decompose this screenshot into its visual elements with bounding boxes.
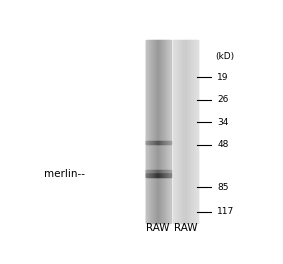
Text: 26: 26: [217, 95, 229, 104]
Text: (kD): (kD): [215, 51, 234, 60]
Text: RAW: RAW: [146, 223, 170, 233]
Text: 19: 19: [217, 73, 229, 82]
Text: 34: 34: [217, 118, 229, 127]
Text: 48: 48: [217, 140, 229, 149]
Text: RAW: RAW: [174, 223, 197, 233]
Text: 85: 85: [217, 183, 229, 192]
Text: merlin--: merlin--: [44, 169, 85, 179]
Text: 117: 117: [217, 207, 235, 216]
